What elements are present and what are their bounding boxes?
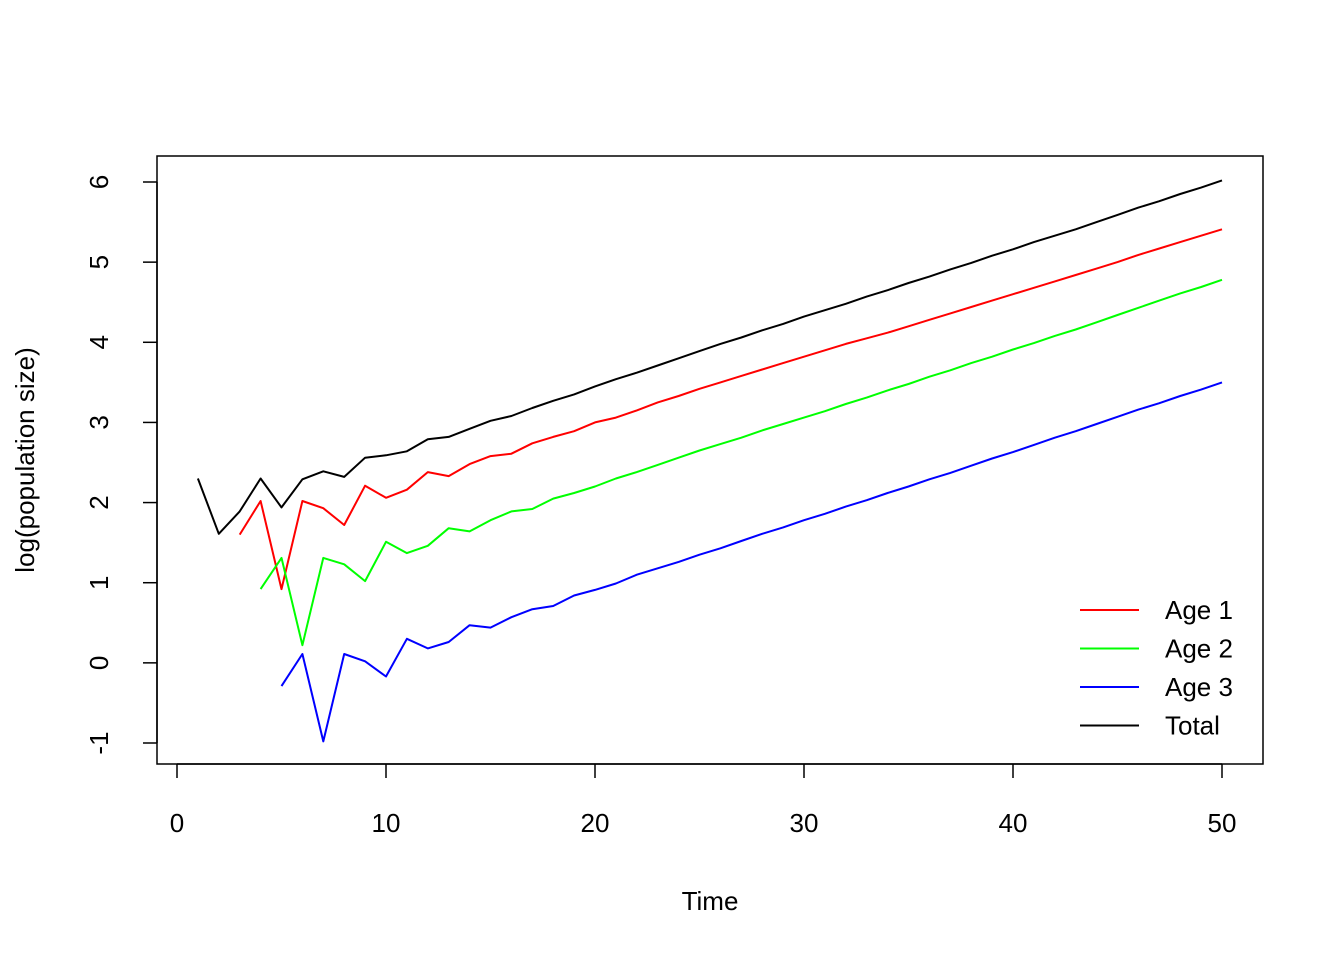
legend-label-age-1: Age 1	[1165, 595, 1233, 625]
series-line-age-3	[280, 381, 1223, 743]
legend-label-total: Total	[1165, 711, 1220, 741]
series-line-total	[196, 179, 1223, 535]
y-tick-label: 3	[84, 415, 114, 429]
x-tick-label: 0	[170, 808, 184, 838]
legend-label-age-2: Age 2	[1165, 634, 1233, 664]
y-tick-label: 0	[84, 656, 114, 670]
y-tick-label: 1	[84, 575, 114, 589]
y-tick-label: 5	[84, 255, 114, 269]
x-axis-title: Time	[682, 886, 739, 916]
x-tick-label: 30	[790, 808, 819, 838]
series-line-age-1	[238, 228, 1223, 591]
legend-label-age-3: Age 3	[1165, 672, 1233, 702]
y-tick-label: 2	[84, 495, 114, 509]
legend: Age 1 Age 2 Age 3 Total	[1080, 595, 1233, 741]
x-tick-label: 40	[999, 808, 1028, 838]
plot-frame	[156, 155, 1264, 765]
x-tick-label: 10	[372, 808, 401, 838]
x-tick-label: 50	[1208, 808, 1237, 838]
x-axis: 0 10 20 30 40 50	[170, 763, 1237, 838]
y-axis: -1 0 1 2 3 4 5 6	[84, 175, 158, 755]
series-layer	[196, 179, 1223, 743]
y-tick-label: 6	[84, 175, 114, 189]
y-tick-label: -1	[84, 731, 114, 754]
y-tick-label: 4	[84, 335, 114, 349]
x-tick-label: 20	[581, 808, 610, 838]
series-line-age-2	[259, 278, 1223, 647]
y-axis-title: log(population size)	[10, 347, 40, 572]
